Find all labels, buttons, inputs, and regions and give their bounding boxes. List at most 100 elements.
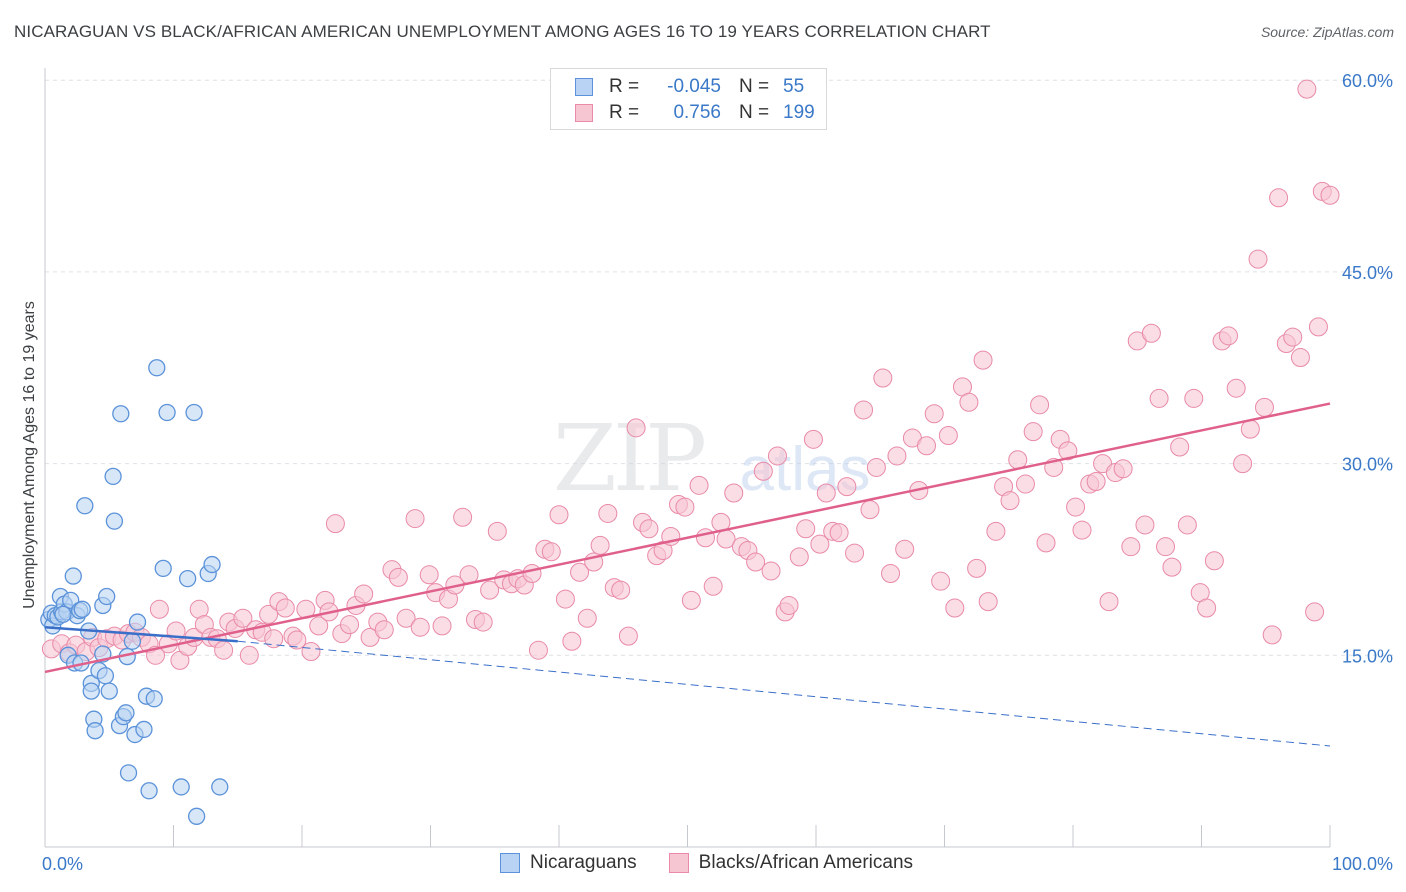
pink-series <box>41 79 1340 670</box>
data-point <box>1113 459 1133 479</box>
data-point <box>1141 323 1161 343</box>
legend-swatch-blue <box>575 78 593 96</box>
data-point <box>945 598 965 618</box>
data-point <box>577 608 597 628</box>
data-point <box>1162 557 1182 577</box>
data-point <box>259 604 279 624</box>
series-legend: Nicaraguans Blacks/African Americans <box>500 852 945 874</box>
data-point <box>1262 625 1282 645</box>
data-point <box>1058 441 1078 461</box>
data-point <box>837 477 857 497</box>
data-point <box>453 507 473 527</box>
data-point <box>1184 388 1204 408</box>
data-point <box>1197 598 1217 618</box>
data-point <box>135 720 153 739</box>
data-point <box>1248 249 1268 269</box>
data-point <box>810 534 830 554</box>
data-point <box>866 457 886 477</box>
data-point <box>562 631 582 651</box>
legend-swatch-pink <box>575 104 593 122</box>
data-point <box>112 405 130 423</box>
data-point <box>96 667 115 685</box>
data-point <box>967 558 987 578</box>
data-point <box>233 608 253 628</box>
data-point <box>881 564 901 584</box>
data-point <box>611 580 631 600</box>
data-point <box>487 521 507 541</box>
axes <box>44 68 1331 848</box>
data-point <box>1226 378 1246 398</box>
data-point <box>938 425 958 445</box>
n-label: N = <box>739 76 770 97</box>
data-point <box>119 764 138 782</box>
data-point <box>64 567 82 585</box>
data-point <box>239 645 259 665</box>
n-label: N = <box>739 102 770 123</box>
data-point <box>895 539 915 559</box>
data-point <box>187 807 206 825</box>
data-point <box>845 543 865 563</box>
data-point <box>178 569 197 588</box>
data-point <box>1149 388 1169 408</box>
data-point <box>301 641 321 661</box>
data-point <box>214 640 234 660</box>
data-point <box>374 620 394 640</box>
data-point <box>148 359 166 377</box>
grid <box>45 79 1393 656</box>
data-point <box>639 519 659 539</box>
data-point <box>1023 422 1043 442</box>
data-point <box>761 561 781 581</box>
r-value: -0.045 <box>667 76 721 97</box>
data-point <box>172 778 190 796</box>
data-point <box>675 497 695 517</box>
legend-label: Blacks/African Americans <box>698 852 914 873</box>
data-point <box>1030 395 1050 415</box>
data-point <box>100 682 118 700</box>
data-point <box>789 547 809 567</box>
data-point <box>1135 515 1155 535</box>
data-point <box>1156 537 1176 557</box>
y-tick-label: 15.0% <box>1342 646 1393 666</box>
data-point <box>340 615 360 635</box>
data-point <box>1204 551 1224 571</box>
data-point <box>931 571 951 591</box>
source-label: Source: ZipAtlas.com <box>1260 24 1394 40</box>
x-tick-label: 100.0% <box>1332 854 1393 874</box>
data-point <box>829 523 849 543</box>
data-point <box>149 599 169 619</box>
data-point <box>264 629 284 649</box>
data-point <box>1177 515 1197 535</box>
data-point <box>123 632 142 650</box>
data-point <box>86 722 104 740</box>
data-point <box>154 559 172 578</box>
data-point <box>145 690 163 708</box>
data-point <box>986 521 1006 541</box>
data-point <box>1297 79 1317 99</box>
r-label: R = <box>609 76 640 97</box>
r-value: 0.756 <box>673 102 721 123</box>
data-point <box>1308 317 1328 337</box>
data-point <box>779 595 799 615</box>
data-point <box>887 446 907 466</box>
data-point <box>158 403 176 422</box>
data-point <box>816 483 836 503</box>
data-point <box>1233 454 1253 474</box>
data-point <box>104 467 122 486</box>
data-point <box>1290 348 1310 368</box>
data-point <box>76 497 94 515</box>
data-point <box>973 350 993 370</box>
data-point <box>203 555 221 574</box>
data-point <box>924 404 944 424</box>
data-point <box>528 640 548 660</box>
y-tick-label: 60.0% <box>1342 71 1393 91</box>
data-point <box>287 630 307 650</box>
data-point <box>1015 474 1035 494</box>
data-point <box>570 562 590 582</box>
data-point <box>1320 185 1340 205</box>
data-point <box>724 483 744 503</box>
data-point <box>1240 419 1260 439</box>
data-point <box>405 509 425 529</box>
data-point <box>309 616 329 636</box>
data-point <box>128 613 147 631</box>
